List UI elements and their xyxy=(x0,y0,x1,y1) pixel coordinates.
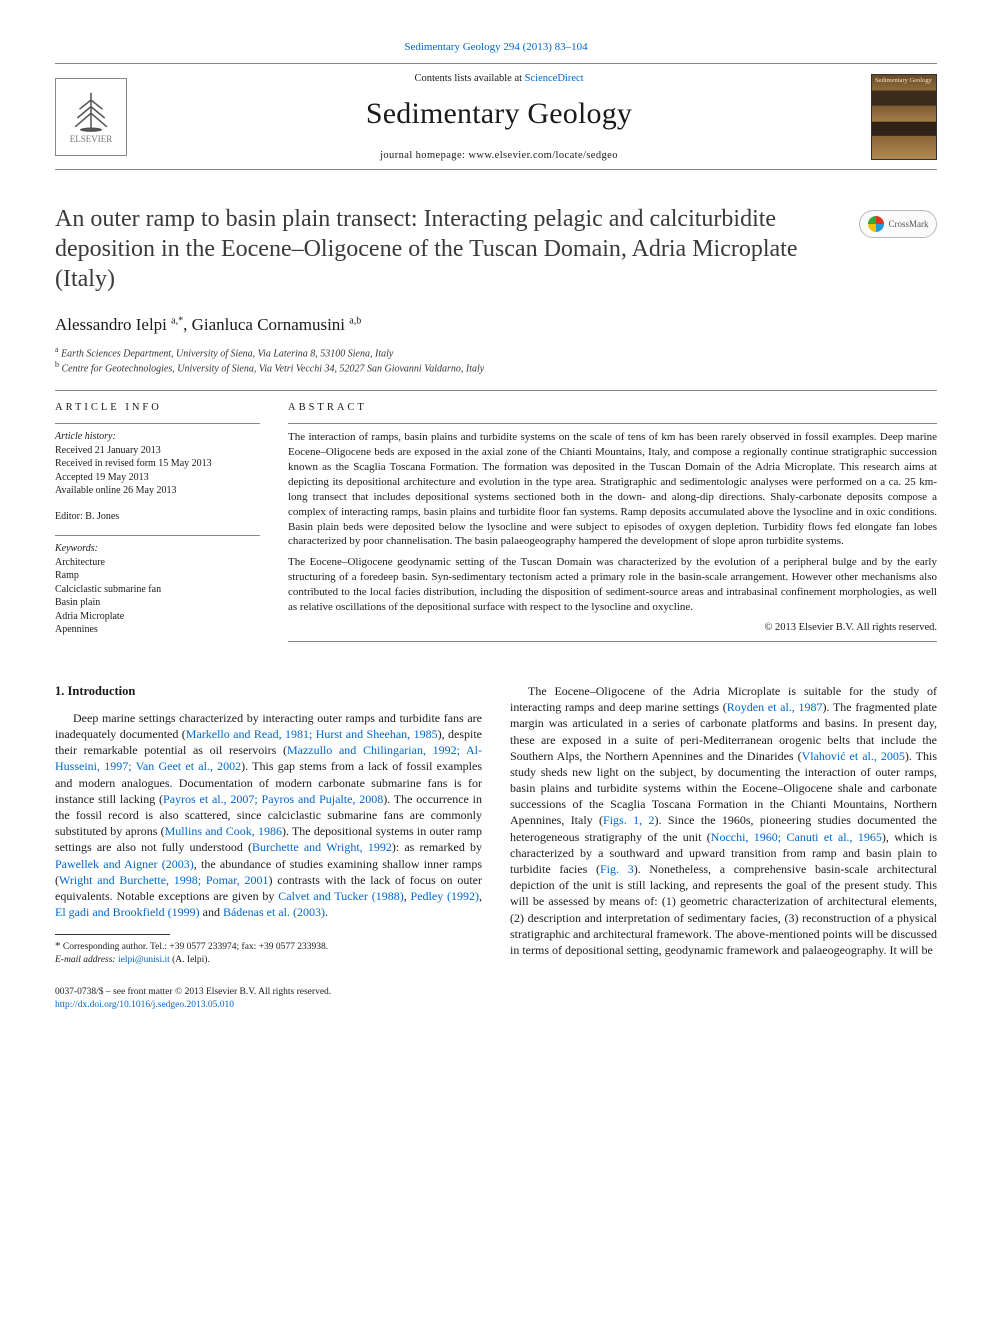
copyright-line: © 2013 Elsevier B.V. All rights reserved… xyxy=(288,621,937,635)
keywords-block: Keywords: Architecture Ramp Calciclastic… xyxy=(55,535,260,637)
citation-link[interactable]: Nocchi, 1960; Canuti et al., 1965 xyxy=(711,830,882,844)
keywords-heading: Keywords: xyxy=(55,542,260,556)
abstract-heading: ABSTRACT xyxy=(288,401,937,415)
contents-prefix: Contents lists available at xyxy=(414,73,524,84)
affiliations: a Earth Sciences Department, University … xyxy=(55,345,937,377)
section-rule xyxy=(55,390,937,391)
abstract-para: The interaction of ramps, basin plains a… xyxy=(288,430,937,549)
crossmark-icon xyxy=(868,216,884,232)
body-column-left: 1. Introduction Deep marine settings cha… xyxy=(55,683,482,966)
body-column-right: The Eocene–Oligocene of the Adria Microp… xyxy=(510,683,937,966)
history-item: Available online 26 May 2013 xyxy=(55,484,260,498)
author-corr-mark: * xyxy=(178,315,183,326)
affiliation: a Earth Sciences Department, University … xyxy=(55,345,937,361)
affil-text: Earth Sciences Department, University of… xyxy=(61,348,393,359)
sciencedirect-link[interactable]: ScienceDirect xyxy=(525,73,584,84)
footer-left: 0037-0738/$ – see front matter © 2013 El… xyxy=(55,986,331,1012)
journal-cover-thumbnail: Sedimentary Geology xyxy=(871,74,937,160)
citation-link[interactable]: Burchette and Wright, 1992 xyxy=(252,840,392,854)
paper-title: An outer ramp to basin plain transect: I… xyxy=(55,204,843,294)
body-text: and xyxy=(200,905,223,919)
author-name: Gianluca Cornamusini xyxy=(192,315,345,334)
contents-line: Contents lists available at ScienceDirec… xyxy=(145,72,853,86)
abstract-body: The interaction of ramps, basin plains a… xyxy=(288,423,937,634)
figure-link[interactable]: Fig. 3 xyxy=(600,862,634,876)
citation-link[interactable]: Payros et al., 2007; Payros and Pujalte,… xyxy=(163,792,383,806)
homepage-prefix: journal homepage: xyxy=(380,150,468,161)
journal-issue-link[interactable]: Sedimentary Geology 294 (2013) 83–104 xyxy=(55,40,937,55)
masthead-center: Contents lists available at ScienceDirec… xyxy=(145,72,853,163)
citation-link[interactable]: Pawellek and Aigner (2003) xyxy=(55,857,194,871)
history-item: Received 21 January 2013 xyxy=(55,444,260,458)
affiliation: b Centre for Geotechnologies, University… xyxy=(55,360,937,376)
citation-link[interactable]: Bádenas et al. (2003) xyxy=(223,905,325,919)
issue-link-text[interactable]: Sedimentary Geology 294 (2013) 83–104 xyxy=(404,41,587,53)
email-link[interactable]: ielpi@unisi.it xyxy=(118,955,170,965)
citation-link[interactable]: Wright and Burchette, 1998; Pomar, 2001 xyxy=(59,873,269,887)
keyword: Ramp xyxy=(55,569,260,583)
affil-mark: b xyxy=(55,360,59,369)
body-para: Deep marine settings characterized by in… xyxy=(55,710,482,920)
citation-link[interactable]: Markello and Read, 1981; Hurst and Sheeh… xyxy=(186,727,438,741)
affil-text: Centre for Geotechnologies, University o… xyxy=(62,364,485,375)
authors: Alessandro Ielpi a,*, Gianluca Cornamusi… xyxy=(55,314,937,337)
journal-homepage-line: journal homepage: www.elsevier.com/locat… xyxy=(145,149,853,163)
abstract-para: The Eocene–Oligocene geodynamic setting … xyxy=(288,555,937,614)
article-info-heading: ARTICLE INFO xyxy=(55,401,260,415)
article-history: Article history: Received 21 January 201… xyxy=(55,423,260,498)
footnote-rule xyxy=(55,934,170,935)
body-text: ). Nonetheless, a comprehensive basin-sc… xyxy=(510,862,937,957)
corr-text: Corresponding author. Tel.: +39 0577 233… xyxy=(63,942,328,952)
journal-name: Sedimentary Geology xyxy=(145,94,853,135)
citation-link[interactable]: Pedley (1992) xyxy=(411,889,479,903)
section-heading: 1. Introduction xyxy=(55,683,482,700)
masthead: ELSEVIER Contents lists available at Sci… xyxy=(55,63,937,170)
body-text: , xyxy=(404,889,411,903)
body-text: , xyxy=(479,889,482,903)
citation-link[interactable]: Royden et al., 1987 xyxy=(727,700,823,714)
keyword: Architecture xyxy=(55,556,260,570)
body-columns: 1. Introduction Deep marine settings cha… xyxy=(55,683,937,966)
elsevier-tree-icon xyxy=(69,89,113,133)
citation-link[interactable]: El gadi and Brookfield (1999) xyxy=(55,905,200,919)
homepage-url: www.elsevier.com/locate/sedgeo xyxy=(468,150,618,161)
elsevier-logo: ELSEVIER xyxy=(55,78,127,156)
citation-link[interactable]: Vlahović et al., 2005 xyxy=(802,749,905,763)
crossmark-badge[interactable]: CrossMark xyxy=(859,210,937,238)
author-name: Alessandro Ielpi xyxy=(55,315,167,334)
issn-line: 0037-0738/$ – see front matter © 2013 El… xyxy=(55,986,331,999)
affil-mark: a xyxy=(55,345,59,354)
citation-link[interactable]: Calvet and Tucker (1988) xyxy=(278,889,403,903)
keyword: Basin plain xyxy=(55,596,260,610)
abstract-bottom-rule xyxy=(288,641,937,642)
corr-footnote: * Corresponding author. Tel.: +39 0577 2… xyxy=(55,939,482,953)
body-text: ): as remarked by xyxy=(392,840,482,854)
keyword: Calciclastic submarine fan xyxy=(55,583,260,597)
page-footer: 0037-0738/$ – see front matter © 2013 El… xyxy=(55,986,937,1012)
abstract-column: ABSTRACT The interaction of ramps, basin… xyxy=(288,401,937,649)
citation-link[interactable]: Mullins and Cook, 1986 xyxy=(165,824,282,838)
article-info-column: ARTICLE INFO Article history: Received 2… xyxy=(55,401,260,649)
email-label: E-mail address: xyxy=(55,955,118,965)
crossmark-text: CrossMark xyxy=(889,218,929,230)
editor-line: Editor: B. Jones xyxy=(55,510,260,524)
email-footnote: E-mail address: ielpi@unisi.it (A. Ielpi… xyxy=(55,954,482,966)
cover-label: Sedimentary Geology xyxy=(875,78,932,85)
footnotes: * Corresponding author. Tel.: +39 0577 2… xyxy=(55,939,482,966)
keyword: Apennines xyxy=(55,623,260,637)
asterisk-icon: * xyxy=(55,940,61,952)
doi-link[interactable]: http://dx.doi.org/10.1016/j.sedgeo.2013.… xyxy=(55,1000,234,1010)
email-tail: (A. Ielpi). xyxy=(172,955,210,965)
keyword: Adria Microplate xyxy=(55,610,260,624)
history-item: Received in revised form 15 May 2013 xyxy=(55,457,260,471)
history-item: Accepted 19 May 2013 xyxy=(55,471,260,485)
author-affil-mark: a,b xyxy=(349,315,361,326)
body-text: . xyxy=(325,905,328,919)
body-para: The Eocene–Oligocene of the Adria Microp… xyxy=(510,683,937,958)
figure-link[interactable]: Figs. 1, 2 xyxy=(603,813,654,827)
history-heading: Article history: xyxy=(55,430,260,444)
